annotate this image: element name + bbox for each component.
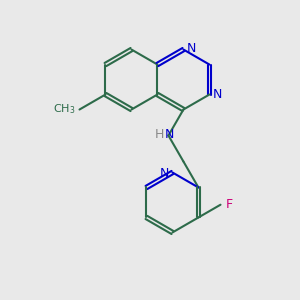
Text: N: N: [165, 128, 175, 140]
Text: CH$_3$: CH$_3$: [52, 103, 75, 116]
Text: F: F: [226, 198, 233, 211]
Text: H: H: [155, 128, 164, 140]
Text: N: N: [213, 88, 222, 101]
Text: N: N: [187, 41, 196, 55]
Text: N: N: [160, 167, 170, 181]
